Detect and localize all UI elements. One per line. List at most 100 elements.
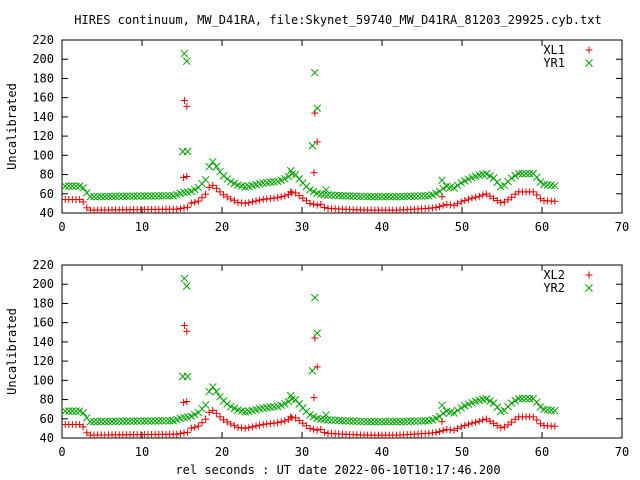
data-point [511,190,519,198]
y-axis-label: Uncalibrated [5,83,19,170]
data-point [280,399,289,408]
x-tick-label: 30 [295,445,309,459]
data-point [432,189,440,198]
data-point [457,403,466,412]
data-point [286,391,295,400]
data-point [439,409,448,418]
data-point [450,426,458,434]
y-tick-label: 200 [32,52,54,66]
data-point [136,192,145,200]
data-point [306,424,314,432]
data-point [227,195,235,203]
data-point [212,409,220,417]
data-point [295,417,303,425]
data-point [209,181,217,189]
data-point [115,192,124,201]
data-point [490,194,498,202]
data-point [514,169,523,178]
data-point [313,138,321,146]
data-point [68,407,77,415]
data-point [245,424,253,432]
data-point [302,197,310,205]
data-point [388,417,397,426]
data-point [281,192,289,200]
data-point [191,423,199,431]
data-point [241,199,249,207]
legend-label: XL1 [543,43,565,57]
legend-label: YR2 [543,281,565,295]
data-point [241,424,249,432]
y-tick-label: 40 [40,206,54,220]
data-point [223,400,232,408]
data-point [310,394,318,402]
data-point [374,417,383,426]
data-point [140,417,149,425]
data-point [291,170,300,179]
data-point [118,417,127,426]
data-point [453,181,462,190]
data-point [457,178,466,187]
data-point [385,417,394,426]
data-point [482,190,490,198]
data-point [274,419,282,427]
data-point [331,416,340,425]
data-point [403,192,412,201]
data-point [223,175,232,183]
data-point [61,407,70,415]
data-point [183,372,192,381]
data-point [550,406,559,415]
legend-label: YR1 [543,56,565,70]
data-point [90,417,98,426]
data-point [310,200,318,208]
y-tick-label: 200 [32,277,54,291]
y-tick-label: 40 [40,431,54,445]
data-point [345,417,354,425]
data-point [104,417,113,426]
data-point [536,420,544,428]
data-point [262,403,271,412]
data-point [310,425,318,433]
data-point [158,416,167,425]
data-point [270,177,278,186]
data-point [295,192,303,200]
data-point [472,193,480,201]
data-point [208,158,217,166]
data-point [399,192,408,201]
data-point [367,192,376,201]
data-point [432,203,440,211]
data-point [287,413,295,421]
data-point [392,192,401,201]
data-point [529,188,537,196]
data-point [122,417,131,426]
data-point [450,201,458,209]
legend-marker [585,59,593,67]
data-point [540,180,548,189]
data-point [208,383,217,391]
data-point [457,423,465,431]
data-point [482,415,490,423]
x-tick-label: 20 [215,220,229,234]
data-point [500,423,508,431]
data-point [183,327,191,335]
x-tick-label: 10 [135,445,149,459]
data-point [497,424,505,432]
y-tick-label: 180 [32,71,54,85]
data-point [256,421,264,429]
data-point [320,203,328,211]
y-tick-label: 80 [40,168,54,182]
data-point [79,183,88,192]
data-point [284,397,293,406]
data-point [129,192,138,201]
data-point [248,198,256,206]
data-point [184,203,192,211]
data-point [202,190,210,198]
data-point [256,196,264,204]
data-point [306,199,314,207]
data-point [322,411,330,419]
data-point [334,191,343,200]
data-point [454,200,462,208]
data-point [133,192,142,200]
data-point [190,185,199,194]
series-YR2 [61,274,559,426]
